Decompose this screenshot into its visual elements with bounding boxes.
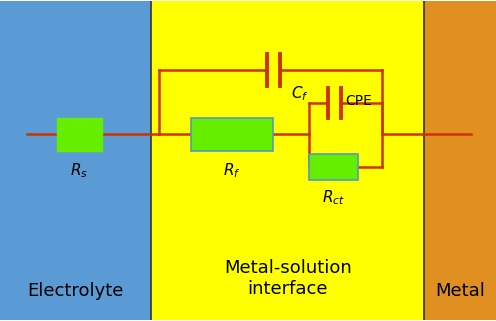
Bar (151, 1, 424, 320)
Text: $C_f$: $C_f$ (291, 84, 309, 103)
Text: $R_s$: $R_s$ (70, 162, 88, 180)
Bar (424, 1, 496, 320)
Bar (309, 154, 358, 179)
Bar (57, 118, 102, 151)
Text: Metal-solution
interface: Metal-solution interface (224, 259, 352, 298)
Bar (0, 1, 151, 320)
Text: $R_f$: $R_f$ (223, 162, 241, 180)
Text: Electrolyte: Electrolyte (27, 282, 124, 300)
Text: $R_{ct}$: $R_{ct}$ (322, 188, 345, 207)
Text: Metal: Metal (435, 282, 485, 300)
Bar (191, 118, 273, 151)
Text: CPE: CPE (346, 94, 372, 108)
